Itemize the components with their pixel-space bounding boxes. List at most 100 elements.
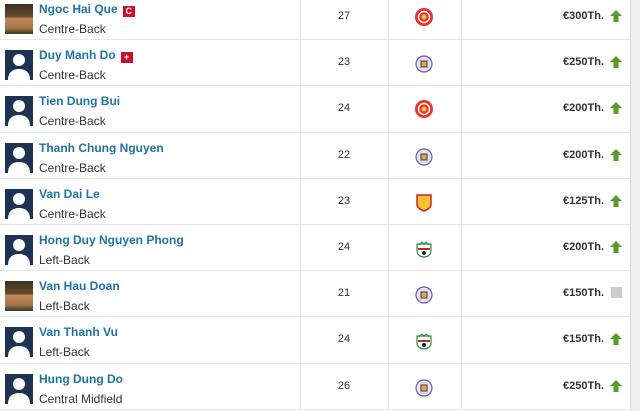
player-photo[interactable] (5, 4, 33, 34)
player-row: Van Thanh Vu Left-Back 24 €150Th. (0, 317, 630, 364)
player-age: 21 (337, 287, 351, 300)
column-divider (461, 0, 462, 40)
column-divider (461, 363, 462, 409)
player-photo[interactable] (5, 327, 33, 358)
club-crest-icon[interactable] (414, 284, 434, 304)
market-value[interactable]: €125Th. (563, 194, 604, 207)
player-name[interactable]: Tien Dung Bui (39, 94, 121, 109)
column-divider (461, 317, 462, 363)
player-photo[interactable] (5, 373, 33, 404)
player-row: Van Dai Le Centre-Back 23 €125Th. (0, 178, 630, 225)
player-name-link[interactable]: Duy Manh Do + (39, 48, 133, 64)
player-name[interactable]: Hung Dung Do (39, 371, 123, 386)
club-crest-icon[interactable] (414, 99, 434, 119)
player-name[interactable]: Van Thanh Vu (39, 325, 118, 340)
column-divider (300, 0, 301, 40)
club-crest-icon[interactable] (414, 238, 434, 258)
column-divider (300, 317, 301, 363)
player-name-link[interactable]: Hong Duy Nguyen Phong (39, 233, 184, 247)
trend-up-icon (610, 379, 622, 392)
silhouette-icon (8, 100, 30, 127)
player-name[interactable]: Van Hau Doan (39, 279, 120, 294)
trend-up-icon (610, 194, 622, 207)
player-photo[interactable] (5, 234, 33, 265)
player-age: 24 (337, 333, 351, 346)
player-row: Van Hau Doan Left-Back 21 €150Th. (0, 271, 630, 318)
player-photo[interactable] (5, 50, 33, 81)
trend-neutral-icon (611, 287, 622, 299)
trend-up-icon (610, 56, 622, 69)
club-crest-icon[interactable] (414, 192, 434, 212)
player-photo[interactable] (5, 188, 33, 219)
column-divider (461, 40, 462, 86)
column-divider (388, 132, 389, 178)
market-value[interactable]: €300Th. (563, 10, 604, 22)
player-photo[interactable] (5, 142, 33, 173)
player-position: Left-Back (39, 252, 90, 267)
player-photo[interactable] (5, 281, 33, 312)
club-crest-icon[interactable] (414, 146, 434, 166)
player-name[interactable]: Ngoc Hai Que (39, 2, 118, 16)
column-divider (388, 178, 389, 224)
player-name-link[interactable]: Thanh Chung Nguyen (39, 141, 164, 155)
column-divider (388, 40, 389, 86)
player-name[interactable]: Hong Duy Nguyen Phong (39, 232, 184, 247)
player-age: 26 (337, 379, 351, 392)
player-row: Hong Duy Nguyen Phong Left-Back 24 €200T… (0, 224, 630, 272)
player-name-link[interactable]: Hung Dung Do (39, 372, 123, 386)
club-crest-icon[interactable] (414, 53, 434, 73)
column-divider (300, 86, 301, 132)
player-row: Hung Dung Do Central Midfield 26 €250Th. (0, 363, 630, 410)
player-photo[interactable] (5, 96, 33, 127)
column-divider (461, 178, 462, 224)
trend-up-icon (610, 102, 622, 115)
player-position: Centre-Back (39, 206, 106, 221)
market-value[interactable]: €250Th. (563, 379, 604, 392)
market-value[interactable]: €200Th. (563, 148, 604, 161)
player-row: Duy Manh Do + Centre-Back 23 €250Th. (0, 40, 630, 87)
market-value[interactable]: €250Th. (563, 56, 604, 69)
market-value[interactable]: €150Th. (563, 333, 604, 346)
player-name-link[interactable]: Van Dai Le (39, 187, 100, 201)
player-name-link[interactable]: Tien Dung Bui (39, 94, 120, 108)
silhouette-icon (8, 54, 30, 81)
column-divider (388, 363, 389, 409)
player-name[interactable]: Duy Manh Do (39, 48, 116, 63)
player-position: Central Midfield (39, 391, 123, 406)
club-crest-icon[interactable] (414, 330, 434, 350)
silhouette-icon (8, 331, 30, 358)
column-divider (388, 86, 389, 132)
column-divider (388, 0, 389, 40)
silhouette-icon (8, 192, 30, 219)
column-divider (461, 271, 462, 317)
player-name[interactable]: Thanh Chung Nguyen (39, 140, 164, 155)
trend-up-icon (610, 333, 622, 346)
player-name-link[interactable]: Van Hau Doan (39, 279, 120, 293)
player-row: Thanh Chung Nguyen Centre-Back 22 €200Th… (0, 132, 630, 179)
market-value[interactable]: €150Th. (563, 287, 604, 300)
column-divider (388, 317, 389, 363)
player-name-link[interactable]: Van Thanh Vu (39, 325, 118, 339)
player-age: 27 (337, 10, 351, 22)
market-value[interactable]: €200Th. (563, 102, 604, 115)
captain-badge-icon: C (122, 6, 135, 17)
player-age: 24 (337, 102, 351, 115)
club-crest-icon[interactable] (414, 7, 434, 27)
player-position: Centre-Back (39, 160, 106, 175)
column-divider (300, 40, 301, 86)
player-age: 23 (337, 56, 351, 69)
column-divider (388, 224, 389, 271)
player-name-link[interactable]: Ngoc Hai Que C (39, 2, 135, 17)
player-position: Centre-Back (39, 68, 106, 83)
player-position: Centre-Back (39, 114, 106, 129)
player-name[interactable]: Van Dai Le (39, 186, 100, 201)
club-crest-icon[interactable] (414, 377, 434, 397)
silhouette-icon (8, 146, 30, 173)
scrollbar[interactable] (630, 0, 640, 411)
market-value[interactable]: €200Th. (563, 240, 604, 253)
column-divider (461, 132, 462, 178)
player-age: 24 (337, 240, 351, 253)
column-divider (300, 178, 301, 224)
trend-up-icon (610, 148, 622, 161)
